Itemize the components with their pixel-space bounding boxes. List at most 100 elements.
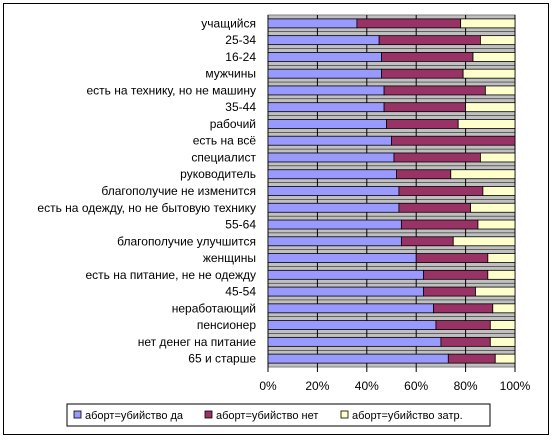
category-label: 16-24 <box>225 50 256 64</box>
bar-segment-2 <box>423 269 489 280</box>
bar-segment-1 <box>267 269 425 280</box>
bar-segment-2 <box>398 186 484 196</box>
bar-segment-1 <box>267 202 400 213</box>
bar-segment-2 <box>400 236 454 247</box>
category-label: благополучие не изменится <box>101 184 256 198</box>
category-label: пенсионер <box>197 318 256 332</box>
bar-segment-2 <box>415 253 489 263</box>
bar-segment-3 <box>460 18 516 29</box>
x-tick-label: 0% <box>259 379 277 393</box>
category-label: 25-34 <box>225 33 256 47</box>
bar-segment-1 <box>267 18 358 29</box>
x-tick-label: 100% <box>500 379 531 393</box>
bar-segment-1 <box>267 253 417 263</box>
bar-segment-3 <box>457 119 516 129</box>
legend-swatch-3 <box>340 410 349 419</box>
bar-segment-3 <box>470 202 516 213</box>
bar-segment-2 <box>381 68 464 79</box>
bar-segment-3 <box>480 152 516 163</box>
category-label: 55-64 <box>225 218 256 232</box>
bar-segment-2 <box>383 102 466 113</box>
category-label: 45-54 <box>225 285 256 299</box>
category-label: неработающий <box>172 301 256 315</box>
bar-segment-3 <box>494 353 516 364</box>
bar-segment-2 <box>447 353 496 364</box>
bar-segment-3 <box>489 320 516 330</box>
bar-segment-2 <box>398 202 471 213</box>
bar-segment-1 <box>267 336 442 347</box>
bar-segment-1 <box>267 320 437 330</box>
bar-segment-1 <box>267 303 434 314</box>
legend: аборт=убийство да аборт=убийство нет аборт… <box>66 403 491 427</box>
bar-segment-1 <box>267 102 385 113</box>
bar-segment-2 <box>433 303 494 314</box>
bar-segment-1 <box>267 152 395 163</box>
bar-segment-1 <box>267 52 383 62</box>
category-label: мужчины <box>205 67 256 81</box>
legend-swatch-2 <box>204 410 213 419</box>
bar-segment-1 <box>267 135 392 146</box>
bar-segment-2 <box>391 135 516 146</box>
bar-segment-3 <box>484 85 516 96</box>
bar-segment-3 <box>482 186 516 196</box>
x-tick-label: 40% <box>355 379 379 393</box>
category-label: учащийся <box>201 16 256 30</box>
category-label: 65 и старше <box>188 352 256 366</box>
bar-segment-1 <box>267 286 425 297</box>
bar-segment-2 <box>423 286 476 297</box>
bar-segment-3 <box>465 102 516 113</box>
bar-segment-1 <box>267 353 449 364</box>
bar-segment-1 <box>267 186 400 196</box>
bar-segment-1 <box>267 68 383 79</box>
bar-segment-1 <box>267 236 402 247</box>
bar-segment-2 <box>396 169 452 180</box>
category-label: нет денег на питание <box>138 335 257 349</box>
bar-segment-2 <box>378 35 481 46</box>
bar-segment-1 <box>267 219 402 230</box>
bar-segment-1 <box>267 35 380 46</box>
bar-segment-3 <box>472 52 516 62</box>
legend-label-2: аборт=убийство нет <box>216 410 318 422</box>
bar-segment-2 <box>356 18 462 29</box>
legend-box <box>66 403 491 427</box>
category-label: благополучие улучшится <box>117 234 256 248</box>
bar-segment-3 <box>475 286 516 297</box>
bar-segment-2 <box>381 52 474 62</box>
x-tick-label: 60% <box>404 379 428 393</box>
bar-segment-2 <box>386 119 459 129</box>
legend-label-1: аборт=убийство да <box>85 410 184 422</box>
bar-segment-3 <box>477 219 516 230</box>
category-label: есть на одежду, но не бытовую технику <box>37 201 256 215</box>
category-label: есть на питание, не не одежду <box>85 268 256 282</box>
bar-segment-1 <box>267 119 387 129</box>
category-label: рабочий <box>210 117 256 131</box>
bar-segment-2 <box>383 85 486 96</box>
bar-segment-3 <box>489 336 516 347</box>
category-labels: учащийся 25-34 16-24 мужчины есть на технику… <box>37 16 256 365</box>
bar-segment-3 <box>487 269 516 280</box>
category-label: 35-44 <box>225 100 256 114</box>
x-axis-ticks: 0% 20% 40% 60% 80% 100% <box>259 367 531 393</box>
legend-swatch-1 <box>73 410 82 419</box>
category-label: женщины <box>203 251 256 265</box>
bars <box>267 18 516 364</box>
bar-segment-3 <box>452 236 516 247</box>
category-label: руководитель <box>180 167 256 181</box>
bar-segment-3 <box>450 169 516 180</box>
bar-segment-2 <box>393 152 481 163</box>
bar-segment-3 <box>487 253 516 263</box>
category-label: есть на технику, но не машину <box>87 83 257 97</box>
bar-segment-2 <box>435 320 491 330</box>
bar-segment-2 <box>440 336 491 347</box>
bar-segment-1 <box>267 169 397 180</box>
category-label: специалист <box>191 150 256 164</box>
x-tick-label: 80% <box>454 379 478 393</box>
bar-segment-1 <box>267 85 385 96</box>
bar-segment-2 <box>400 219 479 230</box>
bar-segment-3 <box>492 303 516 314</box>
bar-segment-3 <box>480 35 516 46</box>
legend-label-3: аборт=убийство затр. <box>352 410 463 422</box>
bar-segment-3 <box>462 68 516 79</box>
x-tick-label: 20% <box>305 379 329 393</box>
